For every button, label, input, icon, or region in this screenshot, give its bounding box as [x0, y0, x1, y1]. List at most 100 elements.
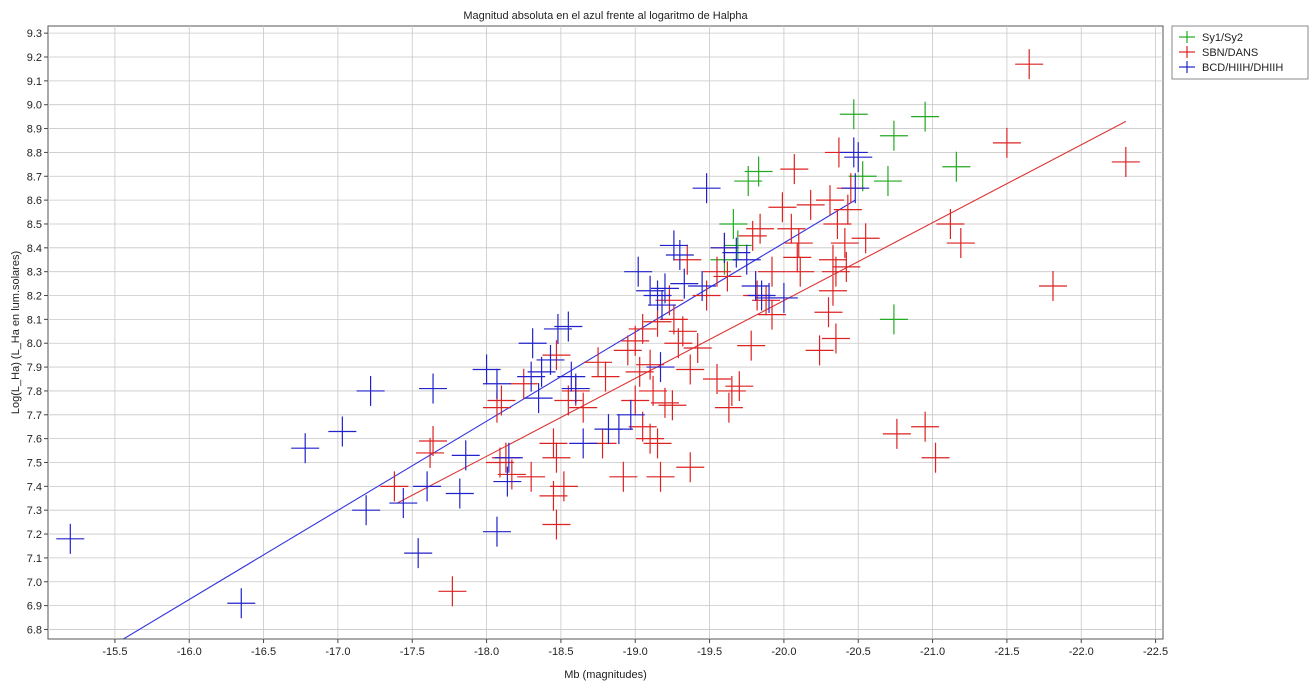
data-point [844, 142, 873, 173]
x-axis-label: Mb (magnitudes) [564, 669, 647, 681]
y-tick-label: 9.1 [27, 76, 42, 88]
data-point [518, 328, 547, 359]
data-point [616, 399, 645, 430]
data-point [734, 166, 763, 197]
x-tick-label: -21.5 [994, 646, 1019, 658]
data-point [646, 461, 675, 492]
data-point [646, 352, 675, 383]
data-point [227, 588, 256, 619]
y-tick-label: 9.2 [27, 52, 42, 64]
data-point [356, 375, 385, 406]
data-point [352, 495, 381, 526]
data-point [554, 311, 583, 342]
data-point [636, 423, 665, 454]
data-point [517, 461, 546, 492]
data-point [732, 244, 761, 275]
data-point [482, 516, 511, 547]
data-point [676, 452, 705, 483]
data-point [683, 333, 712, 364]
data-point [805, 335, 834, 366]
chart-title: Magnitud absoluta en el azul frente al l… [463, 10, 748, 22]
y-tick-label: 8.9 [27, 124, 42, 136]
data-point [517, 361, 546, 392]
data-point [497, 459, 526, 490]
legend-label: Sy1/Sy2 [1202, 32, 1243, 44]
data-point [676, 354, 705, 385]
y-tick-label: 8.8 [27, 147, 42, 159]
series-group [56, 137, 873, 619]
data-point [784, 228, 813, 259]
plot-area: -15.5 -16.0 -16.5 -17.0 -17.5 -18.0 -18.5 -19.0… [27, 25, 1168, 658]
y-tick-label: 8.7 [27, 171, 42, 183]
y-tick-label: 8.5 [27, 219, 42, 231]
data-point [639, 375, 668, 406]
y-tick-label: 9.0 [27, 100, 42, 112]
legend-item: SBN/DANS [1179, 46, 1258, 59]
legend: Sy1/Sy2 SBN/DANS BCD/HIIH/DHIIH [1171, 25, 1309, 80]
y-tick-label: 9.3 [27, 28, 42, 40]
data-point [1111, 146, 1140, 177]
data-point [419, 373, 448, 404]
y-tick-label: 7.3 [27, 505, 42, 517]
y-axis-label: Log(L_Ha) (L_Ha en lum.solares) [10, 251, 22, 414]
data-point [841, 173, 870, 204]
data-point [389, 488, 418, 519]
data-point [542, 442, 571, 473]
data-point [524, 383, 553, 414]
data-point [539, 480, 568, 511]
data-point [738, 220, 767, 251]
data-point [482, 368, 511, 399]
data-point [830, 228, 859, 259]
data-point [717, 375, 746, 406]
data-point [609, 461, 638, 492]
data-point [737, 330, 766, 361]
data-point [818, 275, 847, 306]
data-point [416, 437, 445, 468]
x-tick-label: -19.5 [697, 646, 722, 658]
x-tick-label: -16.5 [251, 646, 276, 658]
y-tick-label: 8.0 [27, 338, 42, 350]
data-point [796, 189, 825, 220]
legend-item: BCD/HIIH/DHIIH [1179, 61, 1283, 74]
data-point [291, 433, 320, 464]
x-tick-label: -18.0 [474, 646, 499, 658]
data-point [404, 538, 433, 569]
fit-line [122, 199, 856, 639]
data-point [628, 313, 657, 344]
legend-label: BCD/HIIH/DHIIH [1202, 62, 1283, 74]
y-tick-label: 7.5 [27, 457, 42, 469]
plot-frame [47, 25, 1164, 640]
data-point [569, 392, 598, 423]
y-tick-label: 8.3 [27, 267, 42, 279]
data-point [636, 275, 665, 306]
data-point [536, 344, 565, 375]
data-point [542, 340, 571, 371]
fit-line [397, 120, 1127, 504]
data-point [509, 368, 538, 399]
x-tick-label: -22.0 [1069, 646, 1094, 658]
x-tick-label: -21.0 [920, 646, 945, 658]
data-point [703, 364, 731, 395]
x-tick-label: -15.5 [102, 646, 127, 658]
data-point [673, 244, 702, 275]
data-point [833, 194, 862, 225]
data-point [873, 166, 902, 197]
y-tick-label: 7.6 [27, 434, 42, 446]
data-point [769, 282, 798, 313]
data-point [722, 237, 751, 268]
data-point [747, 280, 776, 311]
legend-item: Sy1/Sy2 [1179, 31, 1243, 44]
y-tick-label: 8.4 [27, 243, 42, 255]
y-tick-label: 6.8 [27, 624, 42, 636]
data-point [542, 509, 571, 540]
y-tick-label: 7.9 [27, 362, 42, 374]
y-tick-label: 7.1 [27, 553, 42, 565]
data-point [659, 304, 688, 335]
data-point [710, 232, 739, 263]
data-point [561, 373, 590, 404]
data-point [650, 387, 679, 418]
data-point [636, 349, 665, 380]
x-tick-label: -17.5 [400, 646, 425, 658]
data-point [921, 442, 950, 473]
